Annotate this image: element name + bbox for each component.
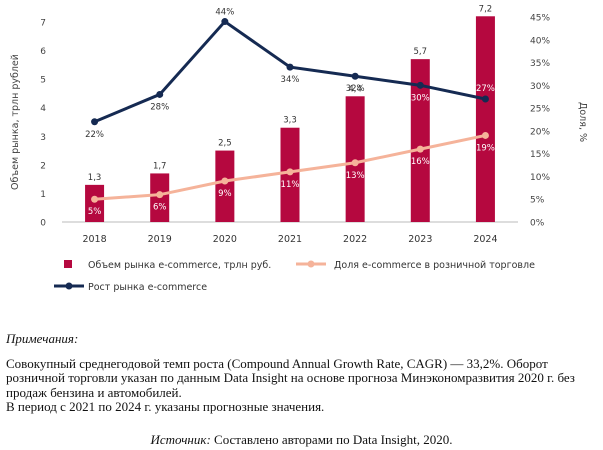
y-left-tick-label: 3: [40, 133, 46, 143]
share-data-label: 6%: [153, 203, 167, 213]
bar: [215, 150, 235, 222]
source-label: Источник:: [150, 432, 211, 447]
notes-title: Примечания:: [6, 331, 79, 346]
y-right-tick-label: 40%: [530, 36, 550, 46]
growth-data-label: 27%: [476, 84, 495, 94]
growth-point: [351, 72, 359, 80]
bar-data-label: 2,5: [218, 139, 232, 149]
share-data-label: 11%: [281, 180, 300, 190]
growth-data-label: 30%: [411, 93, 430, 103]
y-right-tick-label: 20%: [530, 127, 550, 137]
growth-data-label: 44%: [215, 8, 234, 18]
growth-point: [156, 90, 164, 98]
share-data-label: 13%: [346, 171, 365, 181]
growth-data-label: 32%: [346, 84, 365, 94]
y-left-tick-label: 2: [40, 161, 46, 171]
share-data-label: 9%: [218, 189, 232, 199]
growth-data-label: 28%: [150, 102, 169, 112]
x-tick-label: 2018: [82, 234, 106, 245]
y-left-tick-label: 6: [40, 47, 46, 57]
y-left-tick-label: 4: [40, 104, 46, 114]
x-tick-label: 2020: [213, 234, 237, 245]
x-tick-label: 2022: [343, 234, 367, 245]
y-right-axis-title: Доля, %: [577, 102, 588, 142]
x-tick-label: 2019: [148, 234, 172, 245]
y-right-tick-label: 35%: [530, 59, 550, 69]
growth-point: [416, 81, 424, 89]
share-point: [221, 177, 229, 185]
x-tick-label: 2021: [278, 234, 302, 245]
legend-bar-swatch: [64, 260, 72, 268]
legend-share-marker: [307, 260, 315, 268]
bar-data-label: 1,7: [153, 161, 167, 171]
y-left-axis-title: Объем рынка, трлн рублей: [10, 54, 21, 190]
y-right-tick-label: 45%: [530, 14, 550, 24]
bar: [85, 184, 105, 222]
share-point: [91, 195, 99, 203]
y-left-tick-label: 5: [40, 76, 46, 86]
legend-share-label: Доля e-commerce в розничной торговле: [334, 260, 535, 271]
growth-point: [286, 63, 294, 71]
y-right-tick-label: 5%: [530, 196, 545, 206]
y-left-tick-label: 0: [40, 219, 46, 229]
share-data-label: 5%: [88, 207, 102, 217]
bar-data-label: 5,7: [414, 47, 428, 57]
growth-point: [481, 95, 489, 103]
bar-data-label: 4,4: [348, 84, 362, 94]
y-right-tick-label: 10%: [530, 173, 550, 183]
source-text: Составлено авторами по Data Insight, 202…: [210, 432, 453, 447]
x-tick-label: 2024: [473, 234, 497, 245]
growth-data-label: 22%: [85, 130, 104, 140]
x-tick-label: 2023: [408, 234, 432, 245]
y-right-tick-label: 15%: [530, 150, 550, 160]
source-line: Источник: Составлено авторами по Data In…: [0, 432, 603, 448]
growth-data-label: 34%: [281, 75, 300, 85]
notes-text-1: Совокупный среднегодовой темп роста (Com…: [6, 355, 575, 400]
legend-bar-label: Объем рынка e-commerce, трлн руб.: [88, 260, 271, 271]
share-point: [351, 159, 359, 167]
share-point: [481, 131, 489, 139]
notes-text-2: В период с 2021 по 2024 г. указаны прогн…: [6, 399, 325, 414]
share-data-label: 19%: [476, 143, 495, 153]
share-point: [286, 168, 294, 176]
bar: [345, 96, 365, 222]
combo-chart: 0 1 2 3 4 5 6 7 0% 5% 10% 15% 20% 25% 30% 35% 40% 45% Объе…: [10, 4, 588, 293]
y-right-tick-label: 0%: [530, 219, 545, 229]
notes-block: Примечания: Совокупный среднегодовой тем…: [6, 331, 600, 415]
growth-point: [221, 18, 229, 26]
share-point: [156, 191, 164, 199]
y-right-tick-label: 25%: [530, 105, 550, 115]
share-data-label: 16%: [411, 157, 430, 167]
bar-data-label: 1,3: [88, 173, 102, 183]
y-left-tick-label: 1: [40, 190, 46, 200]
legend-growth-marker: [65, 282, 73, 290]
share-point: [416, 145, 424, 153]
bar-data-label: 3,3: [283, 116, 297, 126]
legend-growth-label: Рост рынка e-commerce: [88, 282, 207, 293]
y-right-tick-label: 30%: [530, 82, 550, 92]
bar: [410, 59, 430, 223]
growth-point: [91, 118, 99, 126]
y-left-tick-label: 7: [40, 19, 46, 29]
bar: [475, 16, 495, 222]
bar-data-label: 7,2: [479, 4, 493, 14]
